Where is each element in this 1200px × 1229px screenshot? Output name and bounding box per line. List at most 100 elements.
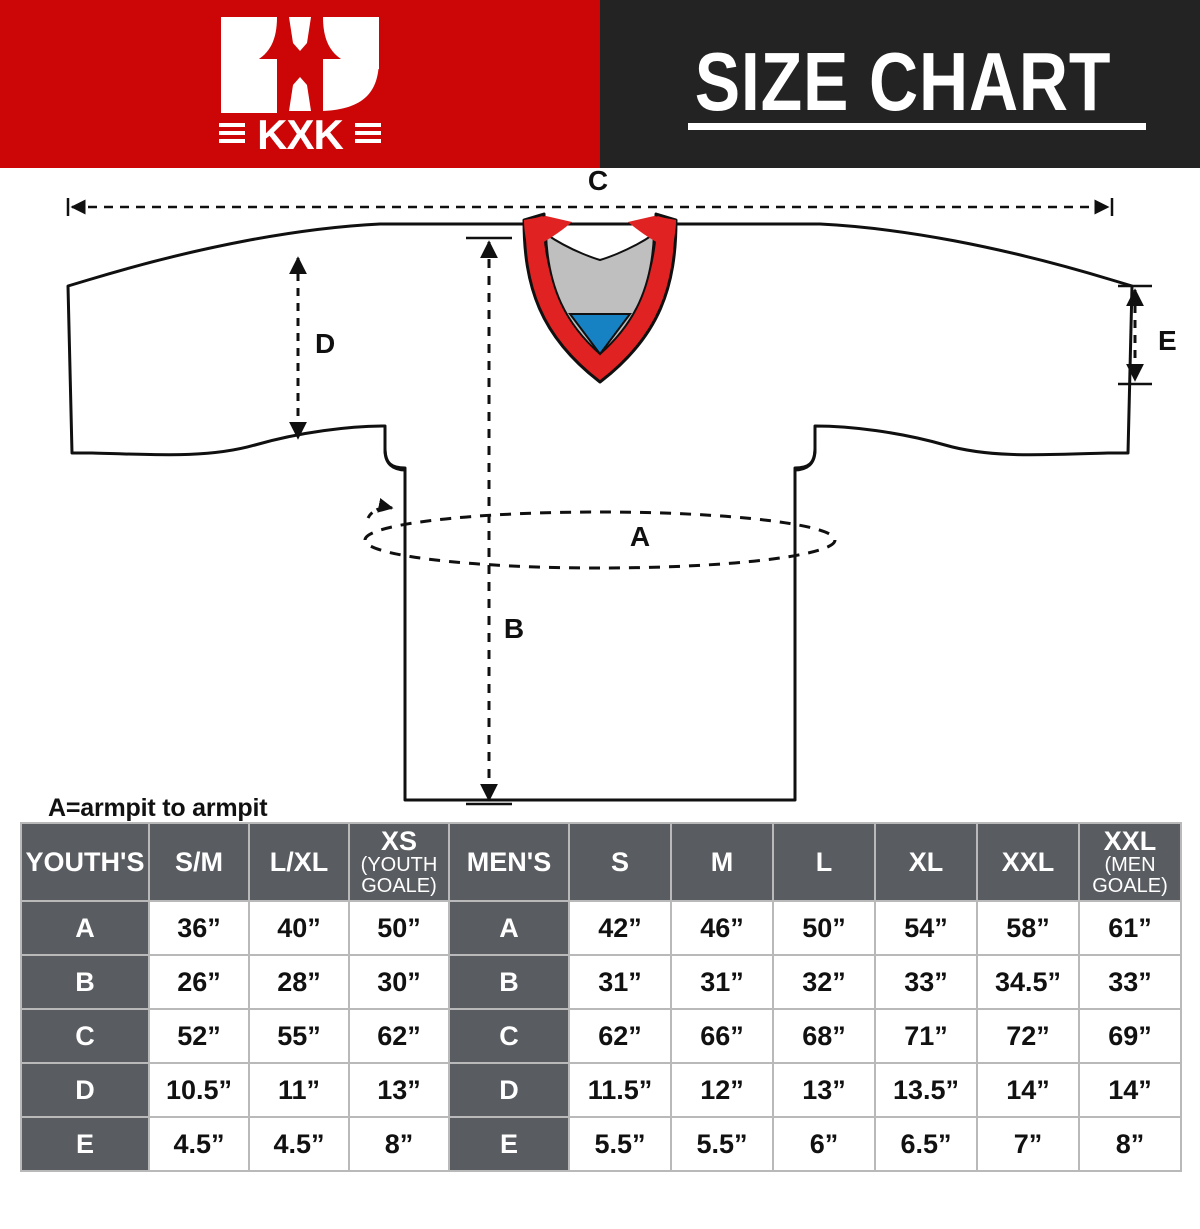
cell-value: 13” [348, 1062, 450, 1118]
header-cell-xs-youth-goale: XS (YOUTH GOALE) [348, 822, 450, 902]
title-underline [688, 123, 1146, 130]
size-table-container: YOUTH'S S/M L/XL XS (YOUTH GOALE) MEN'S … [20, 822, 1182, 1172]
cell-value: 69” [1078, 1008, 1182, 1064]
cell-value: 4.5” [148, 1116, 250, 1172]
cell-value: 4.5” [248, 1116, 350, 1172]
row-label-youth: E [20, 1116, 150, 1172]
jersey-armpit-detail [383, 426, 817, 472]
row-label-mens: B [448, 954, 570, 1010]
cell-value: 7” [976, 1116, 1080, 1172]
table-row: B 26” 28” 30” B 31” 31” 32” 33” 34.5” 33… [20, 954, 1182, 1010]
cell-value: 30” [348, 954, 450, 1010]
table-row: D 10.5” 11” 13” D 11.5” 12” 13” 13.5” 14… [20, 1062, 1182, 1118]
cell-value: 34.5” [976, 954, 1080, 1010]
cell-value: 33” [1078, 954, 1182, 1010]
header-cell-xxl-men-goale: XXL (MEN GOALE) [1078, 822, 1182, 902]
cell-value: 68” [772, 1008, 876, 1064]
cell-value: 6” [772, 1116, 876, 1172]
cell-value: 50” [772, 900, 876, 956]
dimension-a-label: A [630, 521, 650, 552]
header-sub: (MEN GOALE) [1092, 854, 1168, 897]
header-main: M [710, 847, 734, 877]
header-main: XS [380, 826, 418, 856]
page-header: KXK SIZE CHART [0, 0, 1200, 168]
row-label-mens: C [448, 1008, 570, 1064]
cell-value: 55” [248, 1008, 350, 1064]
row-label-youth: A [20, 900, 150, 956]
cell-value: 5.5” [670, 1116, 774, 1172]
header-main: S/M [174, 847, 223, 877]
table-header-row: YOUTH'S S/M L/XL XS (YOUTH GOALE) MEN'S … [20, 822, 1182, 902]
brand-panel: KXK [0, 0, 600, 168]
header-main: L/XL [269, 847, 329, 877]
jersey-diagram: D E A B C A=armpit to armpit B= [0, 168, 1200, 1170]
cell-value: 5.5” [568, 1116, 672, 1172]
dimension-b-label: B [504, 613, 524, 644]
row-label-youth: C [20, 1008, 150, 1064]
cell-value: 36” [148, 900, 250, 956]
title-panel: SIZE CHART [600, 0, 1200, 168]
row-label-mens: A [448, 900, 570, 956]
header-sub: (YOUTH GOALE) [360, 854, 438, 897]
dimension-a: A [363, 498, 837, 570]
cell-value: 42” [568, 900, 672, 956]
header-cell-l: L [772, 822, 876, 902]
header-main: XL [908, 847, 944, 877]
cell-value: 66” [670, 1008, 774, 1064]
cell-value: 11.5” [568, 1062, 672, 1118]
header-cell-s: S [568, 822, 672, 902]
table-row: C 52” 55” 62” C 62” 66” 68” 71” 72” 69” [20, 1008, 1182, 1064]
header-main: XXL [1001, 847, 1055, 877]
logo-wordmark: KXK [257, 111, 343, 158]
header-main: MEN'S [466, 847, 552, 877]
header-cell-xxl: XXL [976, 822, 1080, 902]
cell-value: 61” [1078, 900, 1182, 956]
cell-value: 33” [874, 954, 978, 1010]
header-cell-mens: MEN'S [448, 822, 570, 902]
cell-value: 31” [670, 954, 774, 1010]
table-row: A 36” 40” 50” A 42” 46” 50” 54” 58” 61” [20, 900, 1182, 956]
dimension-c-label: C [588, 168, 608, 196]
cell-value: 32” [772, 954, 876, 1010]
dimension-c [66, 198, 1114, 216]
size-table: YOUTH'S S/M L/XL XS (YOUTH GOALE) MEN'S … [20, 822, 1182, 1172]
cell-value: 28” [248, 954, 350, 1010]
header-cell-xl: XL [874, 822, 978, 902]
cell-value: 71” [874, 1008, 978, 1064]
row-label-youth: D [20, 1062, 150, 1118]
header-main: S [610, 847, 629, 877]
cell-value: 62” [348, 1008, 450, 1064]
dimension-e-label: E [1158, 325, 1177, 356]
header-main: XXL [1103, 826, 1157, 856]
dimension-d-label: D [315, 328, 335, 359]
cell-value: 13” [772, 1062, 876, 1118]
legend-line-a: A=armpit to armpit [48, 794, 268, 822]
cell-value: 13.5” [874, 1062, 978, 1118]
header-main: L [815, 847, 833, 877]
cell-value: 10.5” [148, 1062, 250, 1118]
row-label-mens: D [448, 1062, 570, 1118]
header-cell-lxl: L/XL [248, 822, 350, 902]
cell-value: 52” [148, 1008, 250, 1064]
dimension-d: D [289, 256, 335, 440]
page-title: SIZE CHART [694, 34, 1112, 128]
cell-value: 50” [348, 900, 450, 956]
header-main: YOUTH'S [25, 847, 145, 877]
kxk-butterfly-logo: KXK [215, 9, 385, 159]
cell-value: 31” [568, 954, 672, 1010]
cell-value: 26” [148, 954, 250, 1010]
table-row: E 4.5” 4.5” 8” E 5.5” 5.5” 6” 6.5” 7” 8” [20, 1116, 1182, 1172]
cell-value: 11” [248, 1062, 350, 1118]
cell-value: 54” [874, 900, 978, 956]
dimension-e: E [1118, 284, 1177, 386]
cell-value: 8” [1078, 1116, 1182, 1172]
cell-value: 12” [670, 1062, 774, 1118]
row-label-youth: B [20, 954, 150, 1010]
cell-value: 14” [976, 1062, 1080, 1118]
cell-value: 8” [348, 1116, 450, 1172]
cell-value: 14” [1078, 1062, 1182, 1118]
header-cell-youths: YOUTH'S [20, 822, 150, 902]
row-label-mens: E [448, 1116, 570, 1172]
cell-value: 72” [976, 1008, 1080, 1064]
cell-value: 6.5” [874, 1116, 978, 1172]
